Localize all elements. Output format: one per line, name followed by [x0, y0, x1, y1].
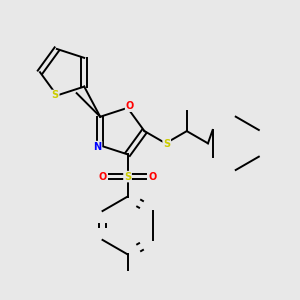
- Text: O: O: [148, 172, 157, 182]
- Text: S: S: [163, 140, 170, 149]
- Text: O: O: [98, 172, 107, 182]
- Text: O: O: [126, 101, 134, 111]
- Text: S: S: [52, 91, 59, 100]
- Text: N: N: [93, 142, 101, 152]
- Text: S: S: [124, 172, 131, 182]
